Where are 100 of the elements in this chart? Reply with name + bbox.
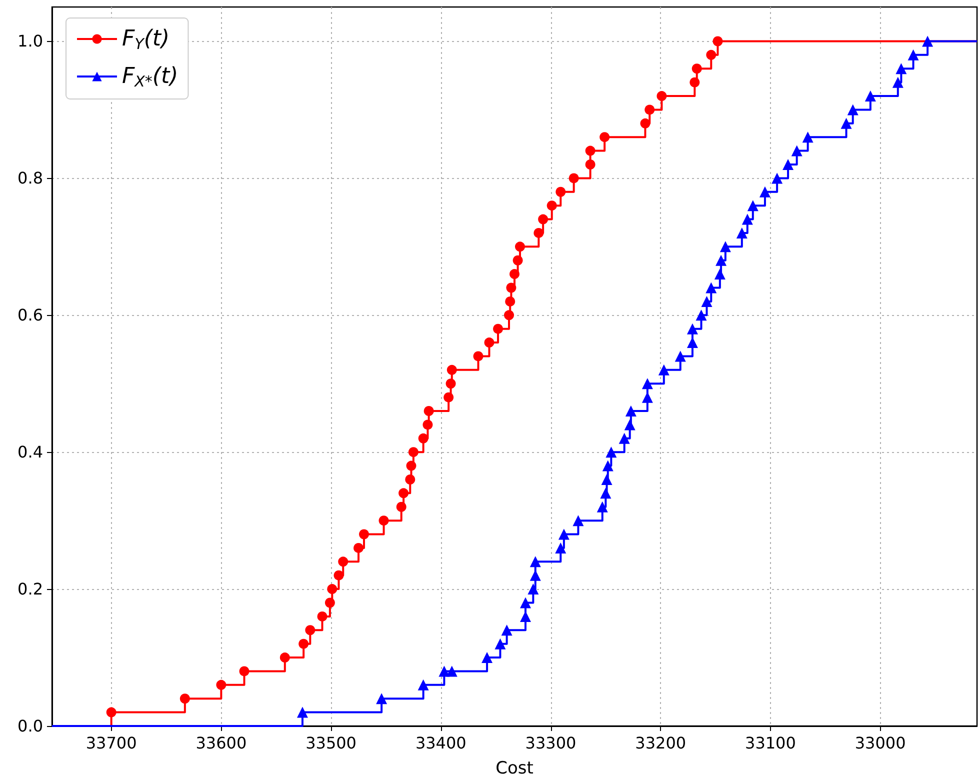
point xyxy=(505,296,516,306)
point xyxy=(601,474,612,485)
point xyxy=(520,597,531,608)
y-tick-label: 1.0 xyxy=(18,32,43,51)
point xyxy=(585,146,596,156)
y-tick-label: 0.2 xyxy=(18,580,43,599)
point xyxy=(644,104,655,115)
point xyxy=(706,50,716,60)
y-tick-label: 0.6 xyxy=(18,306,43,325)
point xyxy=(534,228,544,238)
point xyxy=(585,160,596,170)
point xyxy=(692,64,702,74)
point xyxy=(405,474,416,484)
x-tick-label: 33000 xyxy=(854,734,906,752)
point xyxy=(510,269,520,280)
point xyxy=(847,104,858,116)
point xyxy=(446,378,456,389)
y-tick-label: 0.8 xyxy=(18,168,43,188)
point xyxy=(354,542,364,553)
point xyxy=(772,172,783,184)
point xyxy=(424,406,434,416)
point xyxy=(338,556,348,567)
point xyxy=(701,296,712,307)
point xyxy=(759,186,770,198)
point xyxy=(712,36,723,46)
point xyxy=(501,624,512,636)
point xyxy=(444,392,454,402)
point xyxy=(305,625,316,636)
point xyxy=(696,310,707,321)
point xyxy=(782,158,794,170)
x-tick-label: 33600 xyxy=(196,734,247,752)
point xyxy=(706,282,717,294)
point xyxy=(686,337,698,348)
point xyxy=(742,214,753,225)
point xyxy=(656,91,667,102)
point xyxy=(406,460,416,471)
point xyxy=(658,364,670,376)
point xyxy=(538,214,548,224)
point xyxy=(446,666,458,677)
point xyxy=(482,652,493,664)
point xyxy=(494,638,506,650)
point xyxy=(642,392,653,403)
point xyxy=(530,570,541,581)
point xyxy=(396,502,406,512)
point xyxy=(558,528,570,540)
point xyxy=(714,268,726,280)
point xyxy=(568,173,579,184)
point xyxy=(493,324,504,334)
point xyxy=(378,516,389,526)
point xyxy=(802,132,814,143)
point xyxy=(334,570,344,580)
point xyxy=(484,338,494,348)
point xyxy=(512,255,523,266)
point xyxy=(515,242,525,252)
point xyxy=(376,693,388,704)
point xyxy=(736,227,748,238)
y-tick-label: 0.0 xyxy=(18,716,43,736)
x-tick-label: 33500 xyxy=(306,734,356,752)
x-tick-label: 33300 xyxy=(525,734,576,752)
point xyxy=(506,282,516,293)
point xyxy=(530,556,541,568)
y-tick-label: 0.4 xyxy=(18,442,43,462)
point xyxy=(716,254,727,266)
point xyxy=(690,77,700,88)
point xyxy=(317,611,328,622)
point xyxy=(422,420,433,430)
point xyxy=(908,49,919,60)
point xyxy=(504,310,514,320)
point xyxy=(298,638,309,649)
point xyxy=(600,132,610,142)
point xyxy=(216,680,226,690)
point xyxy=(896,63,907,74)
x-tick-label: 33200 xyxy=(635,734,686,752)
point xyxy=(618,432,630,444)
point xyxy=(327,584,338,594)
point xyxy=(106,707,116,718)
point xyxy=(446,364,457,375)
x-tick-label: 33400 xyxy=(415,734,466,752)
point xyxy=(686,323,698,334)
point xyxy=(791,145,802,156)
point xyxy=(324,598,335,608)
point xyxy=(674,350,686,362)
x-axis-title: Cost xyxy=(496,758,534,778)
point xyxy=(606,446,617,458)
point xyxy=(280,652,290,663)
point xyxy=(640,118,650,128)
point xyxy=(473,351,484,362)
point xyxy=(418,679,429,690)
point xyxy=(747,200,758,212)
point xyxy=(528,584,539,595)
point xyxy=(864,90,876,102)
point xyxy=(398,488,409,498)
x-tick-label: 33100 xyxy=(745,734,796,752)
point xyxy=(408,447,418,458)
point xyxy=(892,76,904,88)
point xyxy=(596,501,608,512)
point xyxy=(625,406,636,417)
point xyxy=(642,378,653,390)
point xyxy=(922,36,934,47)
point xyxy=(840,118,852,129)
